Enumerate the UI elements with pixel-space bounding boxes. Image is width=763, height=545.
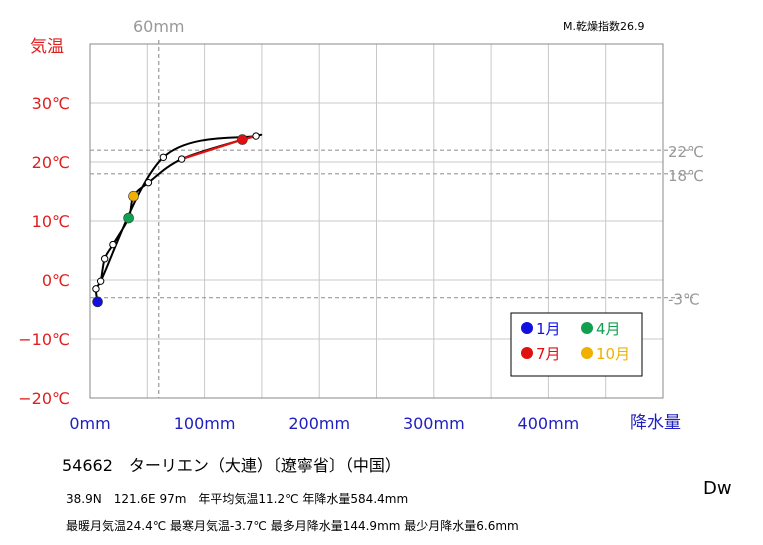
x-tick-labels: 0mm 100mm 200mm 300mm 400mm bbox=[69, 414, 579, 433]
station-title: 54662 ターリエン（大連）〔遼寧省〕（中国） bbox=[62, 456, 401, 475]
month-point-7 bbox=[237, 134, 248, 145]
x-axis-label: 降水量 bbox=[630, 413, 681, 433]
month-point-4 bbox=[123, 212, 134, 224]
climate-code: Dw bbox=[703, 478, 732, 499]
month-point-11 bbox=[177, 155, 186, 163]
ref-label-temp: 22℃ bbox=[668, 143, 704, 161]
legend-label: 7月 bbox=[536, 345, 561, 363]
x-tick-label: 0mm bbox=[69, 414, 110, 433]
month-point-6 bbox=[109, 240, 117, 249]
month-point-9 bbox=[159, 153, 168, 161]
month-point-8 bbox=[252, 132, 260, 140]
month-point-3 bbox=[96, 277, 105, 285]
y-tick-label: −10℃ bbox=[18, 330, 70, 349]
summer-segment bbox=[181, 138, 243, 161]
legend-label: 1月 bbox=[536, 320, 561, 338]
month-point-1 bbox=[92, 296, 103, 308]
plot-frame bbox=[89, 43, 664, 399]
x-tick-label: 100mm bbox=[174, 414, 236, 433]
y-tick-label: 30℃ bbox=[32, 94, 70, 113]
legend-marker bbox=[521, 347, 533, 359]
ref-label-60mm: 60mm bbox=[133, 17, 185, 36]
legend-marker bbox=[521, 322, 533, 334]
station-info-line2: 最暖月気温24.4℃ 最寒月気温-3.7℃ 最多月降水量144.9mm 最少月降… bbox=[66, 519, 519, 533]
x-tick-label: 300mm bbox=[403, 414, 465, 433]
y-axis-label: 気温 bbox=[30, 37, 64, 57]
legend-label: 10月 bbox=[596, 345, 630, 363]
month-point-12 bbox=[144, 178, 153, 187]
x-tick-label: 200mm bbox=[288, 414, 350, 433]
reference-lines: 60mm 22℃ 18℃ -3℃ bbox=[90, 17, 704, 398]
month-point-10 bbox=[128, 190, 139, 202]
y-tick-label: 20℃ bbox=[32, 153, 70, 172]
month-points bbox=[92, 132, 260, 308]
dryness-index: M.乾燥指数26.9 bbox=[563, 20, 645, 33]
legend-label: 4月 bbox=[596, 320, 621, 338]
legend: 1月 4月 7月 10月 bbox=[510, 312, 643, 377]
station-info-line1: 38.9N 121.6E 97m 年平均気温11.2℃ 年降水量584.4mm bbox=[66, 492, 409, 506]
legend-marker bbox=[581, 347, 593, 359]
y-tick-label: 10℃ bbox=[32, 212, 70, 231]
climate-chart: 60mm 22℃ 18℃ -3℃ −20℃ −10℃ 0℃ 10℃ 20℃ 30℃ 0mm 100… bbox=[18, 17, 704, 433]
month-point-5 bbox=[100, 255, 109, 263]
month-point-2 bbox=[92, 285, 100, 293]
ref-label-temp: -3℃ bbox=[668, 291, 700, 309]
y-tick-label: 0℃ bbox=[42, 271, 70, 290]
y-tick-label: −20℃ bbox=[18, 389, 70, 408]
x-tick-label: 400mm bbox=[518, 414, 580, 433]
ref-label-temp: 18℃ bbox=[668, 167, 704, 185]
y-tick-labels: −20℃ −10℃ 0℃ 10℃ 20℃ 30℃ bbox=[18, 94, 70, 408]
legend-marker bbox=[581, 322, 593, 334]
legend-box bbox=[510, 312, 643, 377]
